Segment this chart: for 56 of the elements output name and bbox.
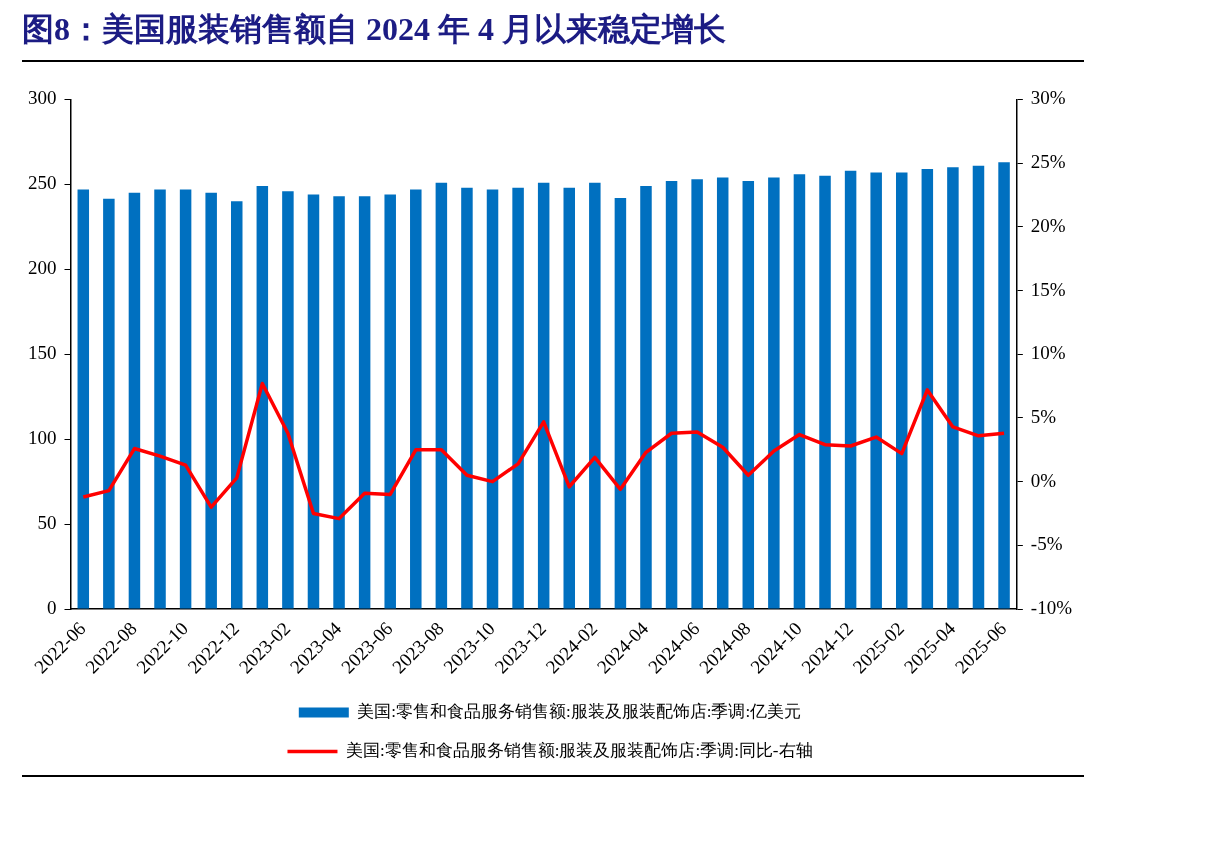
bar	[512, 187, 524, 609]
legend-label: 美国:零售和食品服务销售额:服装及服装配饰店:季调:同比-右轴	[345, 740, 813, 760]
bar	[691, 179, 703, 609]
bar	[716, 177, 729, 609]
bar	[435, 182, 448, 609]
bar	[640, 186, 652, 609]
y2-tick-label: 5%	[1030, 405, 1057, 427]
bar	[282, 191, 294, 609]
bar	[358, 196, 371, 609]
bar	[589, 182, 601, 609]
bar	[537, 182, 550, 609]
legend-label: 美国:零售和食品服务销售额:服装及服装配饰店:季调:亿美元	[357, 701, 802, 721]
y2-tick-label: 30%	[1030, 87, 1066, 109]
bar	[307, 194, 320, 609]
bar	[844, 170, 857, 609]
bar	[154, 189, 166, 609]
bar	[77, 189, 90, 609]
bar	[768, 177, 780, 609]
bar	[486, 189, 499, 609]
bar	[742, 180, 755, 609]
bar	[998, 162, 1010, 609]
bar	[921, 169, 934, 609]
bar	[231, 201, 243, 609]
y-tick-label: 100	[28, 427, 57, 449]
bar	[179, 189, 192, 609]
y2-tick-label: -10%	[1030, 597, 1073, 619]
y2-tick-label: 15%	[1030, 278, 1066, 300]
bar	[665, 180, 678, 609]
y-tick-label: 150	[28, 342, 57, 364]
bar	[563, 187, 576, 609]
bar	[947, 167, 959, 609]
y-tick-label: 300	[28, 87, 57, 109]
bar	[384, 194, 396, 609]
bar	[819, 175, 831, 609]
bar	[870, 172, 882, 609]
bar	[256, 186, 269, 609]
bar	[896, 172, 908, 609]
y2-tick-label: 20%	[1030, 214, 1066, 236]
bar	[410, 189, 422, 609]
y2-tick-label: 25%	[1030, 151, 1066, 173]
y2-tick-label: 0%	[1030, 469, 1057, 491]
y-tick-label: 50	[37, 512, 57, 534]
bar	[333, 196, 345, 609]
bar	[128, 192, 141, 609]
y2-tick-label: 10%	[1030, 342, 1066, 364]
y2-tick-label: -5%	[1030, 533, 1063, 555]
y-tick-label: 0	[47, 597, 57, 619]
bar	[793, 174, 806, 609]
bar	[205, 192, 217, 609]
bar	[461, 187, 473, 609]
bar	[103, 198, 115, 609]
y-tick-label: 200	[28, 257, 57, 279]
chart-title: 图8：美国服装销售额自 2024 年 4 月以来稳定增长	[22, 8, 1084, 62]
bar	[614, 197, 627, 609]
y-tick-label: 250	[28, 172, 57, 194]
bar	[972, 165, 985, 609]
